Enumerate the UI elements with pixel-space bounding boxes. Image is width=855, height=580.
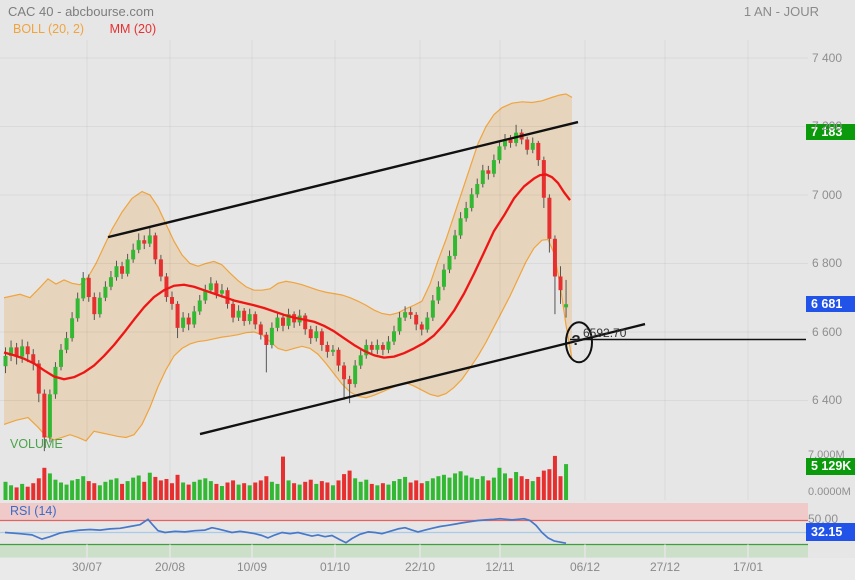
price-axis-label: 7 200 xyxy=(812,119,843,134)
trend-line xyxy=(199,322,646,436)
date-axis-label: 17/01 xyxy=(732,560,764,574)
rsi-oversold-zone xyxy=(0,544,808,558)
rsi-overbought-zone xyxy=(0,503,808,521)
volume-pane-title: VOLUME xyxy=(10,437,63,451)
volume-badge: 5 129K xyxy=(806,458,855,475)
price-axis-label: 6 800 xyxy=(812,256,843,271)
high-price-badge: 7 183 xyxy=(806,124,855,140)
price-axis-label: 7 400 xyxy=(812,51,843,65)
rsi-badge: 32.15 xyxy=(806,523,855,541)
bollinger-upper-line xyxy=(3,93,573,316)
price-axis-label: 7 000 xyxy=(812,187,843,202)
volume-bars xyxy=(3,455,569,500)
bollinger-lower-line xyxy=(3,238,573,442)
date-axis-label: 10/09 xyxy=(236,560,268,574)
ma20-line xyxy=(3,173,571,381)
date-axis-label: 22/10 xyxy=(404,560,436,574)
rsi-pane-title: RSI (14) xyxy=(10,504,57,518)
rsi-mid-axis-label: 50.00 xyxy=(808,512,839,526)
date-axis-label: 27/12 xyxy=(649,560,681,574)
date-axis-label: 12/11 xyxy=(485,560,515,574)
date-axis-label: 30/07 xyxy=(71,560,103,574)
date-axis-strip xyxy=(0,558,855,580)
annotation-question-mark: ? xyxy=(571,332,581,349)
date-axis-label: 20/08 xyxy=(154,560,186,574)
date-axis-label: 01/10 xyxy=(319,560,351,574)
price-axis-label: 6 400 xyxy=(812,393,843,408)
volume-axis-bottom-label: 0.0000M xyxy=(808,486,851,498)
candlestick-series xyxy=(3,124,569,452)
price-axis-label: 6 600 xyxy=(812,324,843,339)
annotation-circle xyxy=(565,321,593,364)
timeframe-label: 1 AN - JOUR xyxy=(743,4,819,19)
bollinger-legend-label: BOLL (20, 2) xyxy=(13,22,85,36)
bollinger-band-fill xyxy=(4,93,572,441)
ma-legend-label: MM (20) xyxy=(109,22,157,36)
annotation-price-label: 6592.70 xyxy=(583,326,627,340)
gridlines xyxy=(0,40,808,500)
date-axis-label: 06/12 xyxy=(569,560,601,574)
indicator-legend: BOLL (20, 2) MM (20) xyxy=(13,22,156,36)
trend-line xyxy=(107,120,579,239)
last-price-badge: 6 681 xyxy=(806,296,855,312)
chart-title: CAC 40 - abcbourse.com xyxy=(8,4,154,19)
rsi-line xyxy=(4,517,567,545)
